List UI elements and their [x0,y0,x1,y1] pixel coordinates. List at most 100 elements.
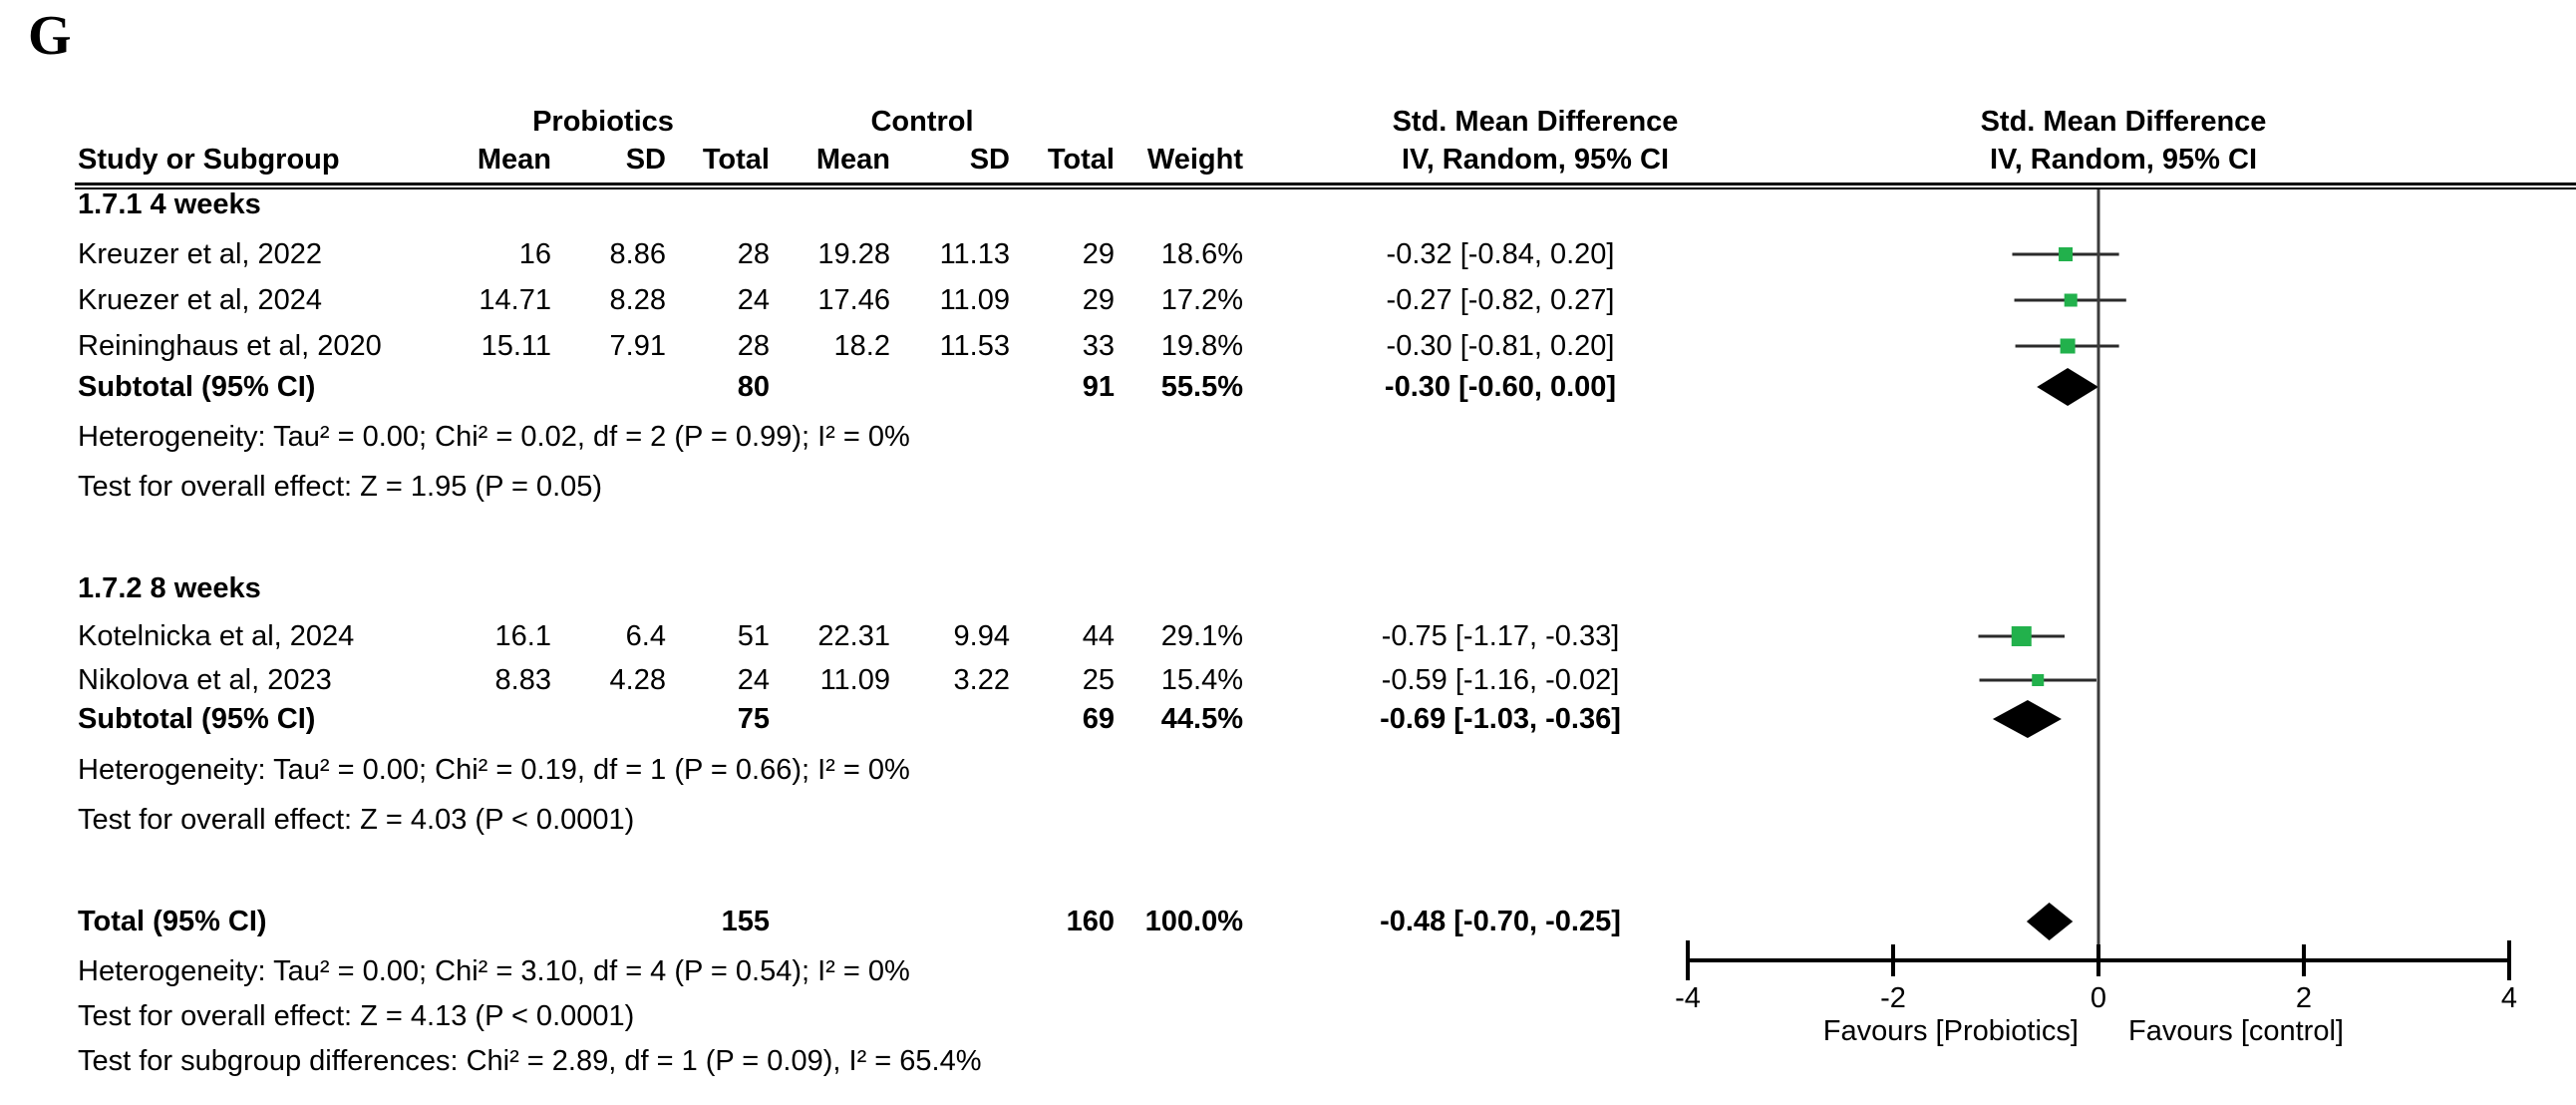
study-name: Reininghaus et al, 2020 [78,330,382,362]
exp-mean: 14.71 [479,284,551,316]
weight: 15.4% [1160,664,1243,696]
weight-column-header: Weight [1146,144,1243,176]
study-name: Kruezer et al, 2024 [78,284,323,316]
exp-total: 75 [737,703,770,735]
plot-column-title: Std. Mean Difference [1980,106,2267,138]
total-overall-effect-text: Test for overall effect: Z = 4.13 (P < 0… [78,1000,635,1032]
exp-mean: 16 [518,238,551,270]
study-name: Kotelnicka et al, 2024 [78,620,355,652]
exp-total: 28 [737,238,770,270]
study-column-header: Study or Subgroup [78,144,340,176]
effect-square [2060,338,2076,354]
exp-mean: 16.1 [494,620,551,652]
axis-tick-label: 0 [2090,982,2107,1014]
exp-total: 24 [737,284,770,316]
subtotal-diamond [1992,700,2062,738]
exp-total: 24 [737,664,770,696]
weight: 55.5% [1160,371,1243,403]
subgroup-label: 1.7.1 4 weeks [78,188,261,220]
ctl-sd: 9.94 [953,620,1010,652]
effect-square [2064,293,2078,307]
exp-mean: 15.11 [481,330,551,362]
ctl-total: 69 [1082,703,1115,735]
total-label: Total (95% CI) [78,906,267,937]
exp-sd: 8.86 [609,238,666,270]
subtotal-label: Subtotal (95% CI) [78,371,316,403]
subtotal-label: Subtotal (95% CI) [78,703,316,735]
ctl-mean-header: Mean [815,144,890,176]
ctl-total: 29 [1082,284,1115,316]
ctl-mean: 11.09 [819,664,890,696]
ctl-mean: 17.46 [817,284,890,316]
exp-total: 51 [737,620,770,652]
exp-mean: 8.83 [494,664,551,696]
total-diamond [2026,903,2074,940]
exp-sd: 7.91 [609,330,666,362]
overall-effect-text: Test for overall effect: Z = 4.03 (P < 0… [78,804,635,836]
effect-ci-text: -0.32 [-0.84, 0.20] [1386,238,1615,270]
total-heterogeneity-text: Heterogeneity: Tau² = 0.00; Chi² = 3.10,… [78,955,910,987]
ctl-mean: 18.2 [833,330,890,362]
exp-total-header: Total [702,144,770,176]
ctl-total: 33 [1082,330,1115,362]
exp-sd-header: SD [625,144,666,176]
ctl-total-header: Total [1047,144,1115,176]
weight: 17.2% [1160,284,1243,316]
effect-ci-text: -0.27 [-0.82, 0.27] [1386,284,1615,316]
axis-tick-label: 4 [2500,982,2518,1014]
ctl-mean: 22.31 [817,620,890,652]
effect-ci-text: -0.30 [-0.60, 0.00] [1384,371,1617,403]
ctl-total: 91 [1082,371,1115,403]
heterogeneity-text: Heterogeneity: Tau² = 0.00; Chi² = 0.19,… [78,754,910,786]
subgroup-label: 1.7.2 8 weeks [78,572,261,604]
exp-total: 28 [737,330,770,362]
exp-sd: 8.28 [609,284,666,316]
weight: 18.6% [1160,238,1243,270]
exp-sd: 4.28 [609,664,666,696]
effect-column-title: Std. Mean Difference [1392,106,1679,138]
subgroup-differences-text: Test for subgroup differences: Chi² = 2.… [78,1045,982,1077]
header-divider [75,183,2576,189]
weight: 44.5% [1160,703,1243,735]
effect-ci-text: -0.48 [-0.70, -0.25] [1380,906,1621,937]
exp-total: 80 [737,371,770,403]
exp-mean-header: Mean [477,144,551,176]
axis-tick-label: -2 [1880,982,1906,1014]
plot-method-header: IV, Random, 95% CI [1989,144,2258,176]
ctl-total: 25 [1082,664,1115,696]
effect-ci-text: -0.59 [-1.16, -0.02] [1381,664,1620,696]
group-header-probiotics: Probiotics [532,106,674,138]
exp-sd: 6.4 [625,620,666,652]
subtotal-diamond [2037,368,2098,406]
overall-effect-text: Test for overall effect: Z = 1.95 (P = 0… [78,471,603,503]
panel-label: G [28,5,72,67]
ctl-total: 29 [1082,238,1115,270]
ctl-sd: 11.53 [939,330,1010,362]
effect-square [2032,674,2045,686]
study-name: Nikolova et al, 2023 [78,664,332,696]
effect-square [2059,247,2074,261]
exp-total: 155 [721,906,770,937]
study-name: Kreuzer et al, 2022 [78,238,323,270]
weight: 29.1% [1160,620,1243,652]
effect-ci-text: -0.75 [-1.17, -0.33] [1381,620,1620,652]
ctl-sd: 11.09 [939,284,1010,316]
weight: 19.8% [1160,330,1243,362]
axis-tick-label: 2 [2295,982,2313,1014]
favours-left-label: Favours [Probiotics] [1822,1015,2079,1047]
ctl-total: 160 [1066,906,1115,937]
effect-ci-text: -0.69 [-1.03, -0.36] [1380,703,1621,735]
ctl-total: 44 [1082,620,1115,652]
group-header-control: Control [870,106,974,138]
weight: 100.0% [1144,906,1243,937]
ctl-sd-header: SD [969,144,1010,176]
effect-method-header: IV, Random, 95% CI [1401,144,1670,176]
ctl-sd: 3.22 [953,664,1010,696]
effect-square [2011,626,2032,646]
heterogeneity-text: Heterogeneity: Tau² = 0.00; Chi² = 0.02,… [78,421,910,453]
effect-ci-text: -0.30 [-0.81, 0.20] [1386,330,1615,362]
axis-tick-label: -4 [1675,982,1701,1014]
ctl-mean: 19.28 [817,238,890,270]
